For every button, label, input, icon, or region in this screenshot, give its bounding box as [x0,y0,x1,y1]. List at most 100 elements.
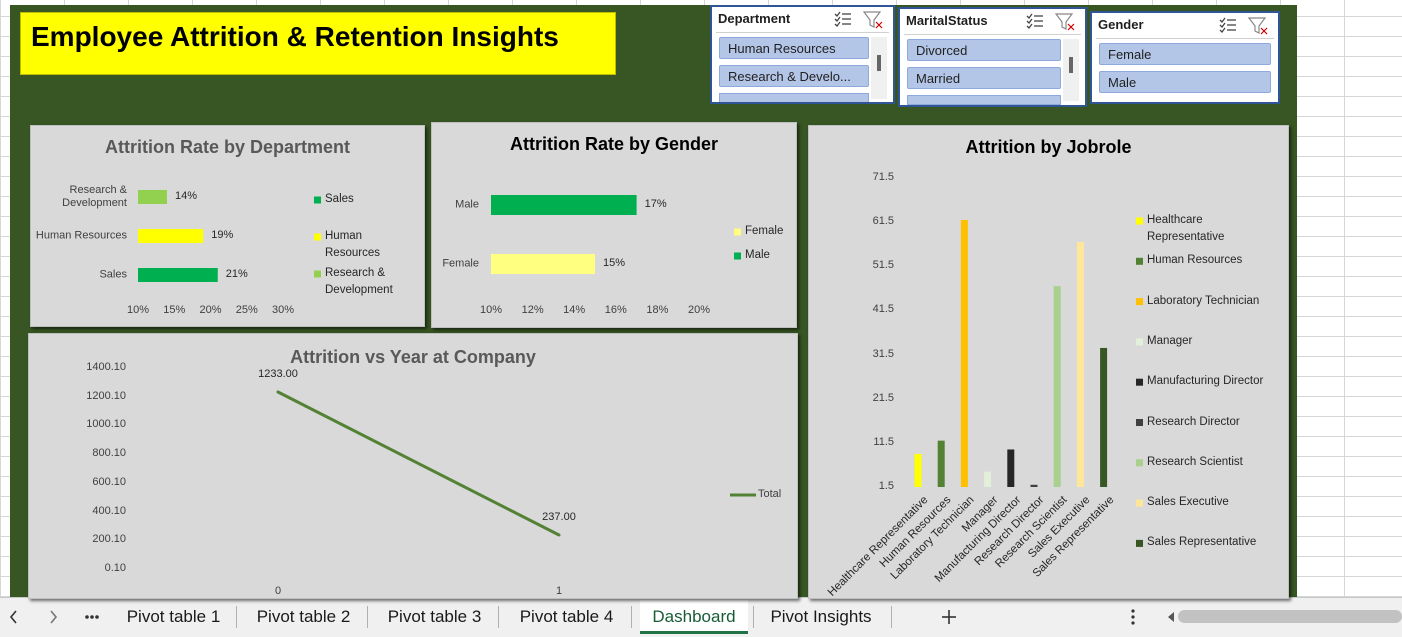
multi-select[interactable] [834,11,851,27]
legend-swatch [1136,338,1143,346]
x-tick-label: 18% [646,304,669,316]
bar [1076,242,1084,487]
check [1026,23,1033,29]
clear-filter[interactable] [1247,17,1268,35]
y-tick-label: 21.5 [872,391,894,404]
data-label: 15% [603,257,626,269]
bar [138,190,167,204]
chart-title: Attrition by Jobrole [965,137,1132,157]
prev-sheet[interactable] [9,610,17,624]
sheet-tab[interactable]: Pivot table 2 [256,607,351,626]
slicer-scroll-thumb[interactable] [1069,57,1073,73]
check [834,11,841,17]
check [1026,13,1033,19]
legend-swatch [1136,298,1143,306]
funnel [1054,13,1074,30]
slicer-item[interactable]: Human Resources [719,37,869,59]
y-tick-label: 41.5 [872,303,894,316]
y-tick-label: 1400.10 [86,361,126,373]
legend-label: Sales Representative [1147,536,1257,549]
y-tick-label: 31.5 [872,347,894,360]
tab-separator [236,606,237,628]
sheet-tab[interactable]: Pivot table 1 [126,607,221,626]
x-tick-label: 30% [271,304,295,316]
legend-swatch [1136,459,1143,467]
slicer-item[interactable]: Divorced [907,39,1061,61]
x-tick-label: 14% [563,304,586,316]
legend-label: Total [758,488,782,500]
legend-label: Healthcare Representative [1147,214,1225,243]
x-tick-label: 15% [163,304,186,316]
bar [984,471,992,487]
legend-swatch [1136,257,1143,265]
clear-filter[interactable] [1054,13,1075,31]
plot [276,390,756,537]
tab-nav [9,610,99,624]
slicer-item[interactable]: Research & Develo... [719,65,869,87]
legend-label: Laboratory Technician [1147,294,1260,307]
options-menu[interactable] [1131,609,1135,625]
legend-label: Male [745,249,770,261]
chart: Attrition by Jobrole 1.5 11.5 21.5 31.5 41.5 5… [808,125,1289,599]
slicer-item[interactable]: Married [907,67,1061,89]
slicer-tools [834,11,883,29]
slicer-divider [716,32,889,33]
x-tick-label: 0 [274,585,282,597]
legend-label: Human Resources [1147,254,1243,267]
tab-tools [942,609,1174,625]
check [834,21,841,27]
sheet-tab[interactable]: Dashboard [640,600,748,634]
scroll-left[interactable] [1168,612,1174,622]
plot [138,190,321,282]
title-banner: Employee Attrition & Retention Insights [20,12,616,75]
y-tick-label: 0.10 [104,562,126,574]
bar [491,254,595,274]
legend-label: Manufacturing Director [1147,375,1264,388]
bar [1030,484,1038,487]
slicer-item-partial [719,93,869,102]
category-label: Male [455,198,479,211]
check [1026,18,1033,24]
multi-select[interactable] [1219,17,1236,33]
legend-swatch [1136,499,1143,507]
tab-separator [367,606,368,628]
more-sheets[interactable] [85,615,99,619]
data-label: 19% [211,229,234,241]
sheet-tab[interactable]: Pivot Insights [770,607,872,626]
x-tick-label: 10% [126,304,150,316]
multi-select[interactable] [1026,13,1043,29]
chart: Attrition Rate by Department 10% 15% 20% 25%… [30,125,425,327]
slicer-tools [1219,17,1268,35]
next-sheet[interactable] [50,610,58,624]
legend-label: Sales [325,193,354,205]
slicer-scroll-thumb[interactable] [877,55,881,71]
category-label: Research & Development [62,184,127,209]
slicer-item[interactable]: Female [1099,43,1271,65]
bar [1053,286,1061,487]
slicer-title: Gender [1098,17,1144,32]
x2 [875,21,883,29]
y-tick-label: 1000.10 [86,418,126,431]
add-sheet[interactable] [942,610,956,624]
clear-filter[interactable] [862,11,883,29]
slicer: Gender Female Male [1090,11,1280,104]
y-tick-label: 600.10 [92,475,126,488]
plot [914,217,1143,547]
horizontal-scrollbar[interactable] [1178,610,1402,623]
x-tick-label: 10% [479,304,503,316]
line-series [276,390,561,537]
tab-separator [498,606,499,628]
data-label: 17% [644,198,667,210]
sheet-tab[interactable]: Pivot table 4 [519,607,614,626]
x2 [1260,27,1268,35]
chart-title: Attrition Rate by Gender [509,134,719,154]
tab-separator [753,606,754,628]
y-tick-label: 11.5 [873,435,894,448]
plot [491,195,741,274]
slicer: MaritalStatus Divorced Married [898,7,1087,107]
sheet-tab[interactable]: Pivot table 3 [387,607,482,626]
slicer-item[interactable]: Male [1099,71,1271,93]
y-tick-label: 200.10 [92,533,126,546]
legend-label: Research & Development [325,267,393,296]
